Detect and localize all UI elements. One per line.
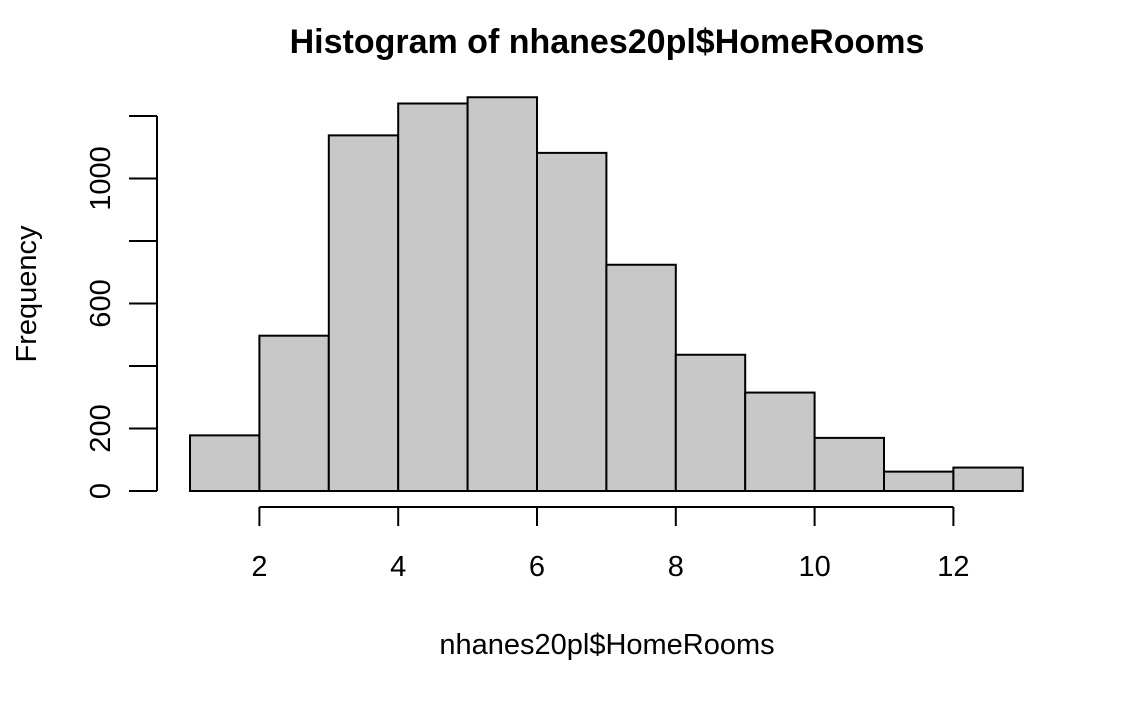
histogram-bar bbox=[605, 263, 677, 492]
x-tick-label: 8 bbox=[668, 551, 684, 583]
histogram-bar bbox=[952, 466, 1024, 492]
y-tick-label: 600 bbox=[85, 279, 117, 327]
y-axis: 0 200 600 1000 bbox=[85, 115, 158, 499]
x-tick-label: 10 bbox=[798, 551, 830, 583]
x-tick-label: 12 bbox=[937, 551, 969, 583]
y-tick-label: 200 bbox=[85, 404, 117, 452]
histogram-bar bbox=[397, 102, 469, 492]
histogram-bar bbox=[258, 334, 330, 492]
x-axis: 2 4 6 8 10 12 bbox=[251, 506, 970, 583]
x-tick-label: 2 bbox=[251, 551, 267, 583]
histogram-bar bbox=[189, 434, 261, 493]
chart-title: Histogram of nhanes20pl$HomeRooms bbox=[290, 23, 925, 61]
histogram-bars bbox=[189, 96, 1024, 493]
histogram-bar bbox=[327, 134, 400, 493]
histogram-bar bbox=[674, 353, 747, 492]
y-axis-label: Frequency bbox=[11, 225, 43, 363]
histogram-bar bbox=[883, 470, 955, 493]
histogram-bar bbox=[744, 391, 816, 492]
y-tick-label: 0 bbox=[85, 483, 117, 499]
x-tick-label: 6 bbox=[529, 551, 545, 583]
histogram-bar bbox=[466, 96, 539, 492]
x-axis-label: nhanes20pl$HomeRooms bbox=[439, 629, 774, 661]
histogram-bar bbox=[813, 436, 885, 493]
histogram-bar bbox=[536, 151, 608, 493]
x-tick-label: 4 bbox=[390, 551, 406, 583]
y-tick-label: 1000 bbox=[85, 146, 117, 211]
